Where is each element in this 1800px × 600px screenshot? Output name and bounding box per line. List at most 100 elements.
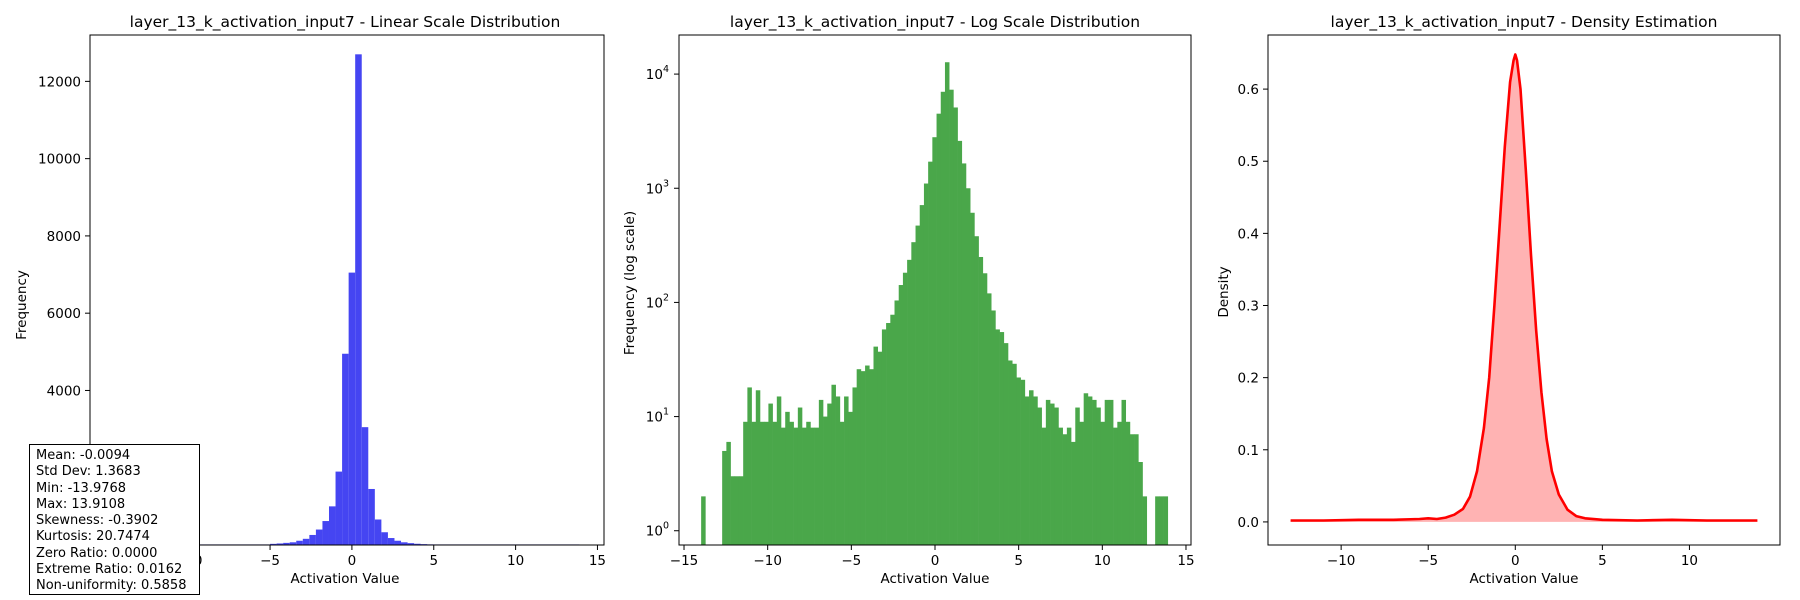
histogram-bar [368, 488, 375, 545]
x-tick-label: 5 [429, 553, 438, 569]
histogram-bar [1016, 377, 1021, 545]
y-tick-label: 0.1 [1238, 443, 1259, 459]
histogram-bar [401, 542, 408, 545]
x-tick-label: 15 [1177, 553, 1194, 569]
y-tick-label: 0.6 [1238, 82, 1259, 98]
density-ylabel: Density [1216, 266, 1232, 317]
histogram-bar [407, 543, 415, 545]
histogram-bar [1083, 393, 1089, 545]
y-tick-label: 12000 [38, 74, 81, 90]
histogram-bar [387, 538, 395, 545]
histogram-bar [1108, 399, 1114, 545]
histogram-bar [296, 540, 303, 545]
log-axes: −15 −10 −5 0 5 10 15 100 101 102 103 104 [646, 34, 1195, 569]
histogram-bar [374, 519, 382, 545]
x-tick-label: 0 [1511, 553, 1520, 569]
histogram-bar [1058, 427, 1063, 545]
x-tick-label: 10 [507, 553, 524, 569]
histogram-bar [1071, 441, 1076, 545]
histogram-bar [940, 91, 946, 545]
histogram-bar [381, 532, 388, 545]
histogram-bar [1104, 399, 1110, 545]
histogram-bar [865, 365, 870, 545]
log-ylabel: Frequency (log scale) [622, 211, 638, 355]
histogram-bar [852, 387, 857, 545]
histogram-bar [1087, 396, 1093, 545]
density-title: layer_13_k_activation_input7 - Density E… [1331, 13, 1718, 32]
histogram-bar [949, 89, 954, 546]
histogram-bar [776, 396, 782, 545]
histogram-bar [1050, 403, 1055, 545]
stat-std-dev: Std Dev: 1.3683 [36, 464, 141, 480]
stat-kurtosis: Kurtosis: 20.7474 [36, 529, 150, 545]
y-tick-label: 0.3 [1238, 299, 1259, 315]
histogram-bar [1020, 379, 1026, 545]
histogram-bar [1008, 360, 1013, 545]
histogram-bar [1054, 407, 1059, 545]
histogram-bar [414, 543, 421, 545]
histogram-bar [802, 427, 807, 545]
histogram-bar [355, 54, 362, 546]
stats-box: Mean: -0.0094 Std Dev: 1.3683 Min: -13.9… [29, 444, 200, 595]
histogram-bar [1092, 399, 1097, 545]
histogram-bar [982, 273, 988, 545]
histogram-bar [991, 310, 996, 545]
stat-non-uniformity: Non-uniformity: 0.5858 [36, 578, 187, 594]
histogram-bar [1159, 496, 1164, 545]
histogram-bar [276, 543, 284, 545]
log-title: layer_13_k_activation_input7 - Log Scale… [730, 13, 1140, 32]
histogram-bar [730, 476, 736, 545]
histogram-bar [961, 163, 967, 546]
histogram-bar [1012, 363, 1017, 545]
histogram-bar [322, 521, 329, 545]
y-tick-label: 0.2 [1238, 371, 1259, 387]
stat-skewness: Skewness: -0.3902 [36, 513, 159, 529]
histogram-bar [781, 427, 786, 545]
histogram-bar [877, 351, 883, 545]
y-tick-label: 10000 [38, 152, 81, 168]
histogram-bar [768, 403, 773, 545]
histogram-bar [907, 259, 912, 545]
histogram-bar [827, 403, 832, 545]
histogram-bar [1163, 496, 1169, 545]
histogram-bar [772, 421, 778, 545]
histogram-bar [1041, 427, 1047, 545]
histogram-bar [923, 183, 929, 545]
histogram-bar [970, 212, 975, 545]
linear-xlabel: Activation Value [291, 571, 400, 587]
histogram-bar [814, 427, 820, 545]
histogram-bar [1045, 399, 1051, 545]
histogram-bar [806, 421, 811, 545]
histogram-bar [823, 416, 828, 545]
x-tick-label: 10 [1681, 553, 1698, 569]
histogram-bar [722, 450, 727, 545]
histogram-bar [974, 236, 979, 545]
histogram-bar [999, 332, 1005, 545]
y-tick-label: 0.0 [1238, 515, 1259, 531]
histogram-bar [328, 506, 336, 545]
y-tick-label: 104 [646, 64, 669, 83]
histogram-bar [915, 225, 921, 545]
histogram-bar [394, 540, 402, 545]
histogram-bar [1033, 396, 1038, 545]
histogram-bar [759, 421, 765, 545]
panel-log: layer_13_k_activation_input7 - Log Scale… [622, 13, 1195, 587]
x-tick-label: −5 [1418, 553, 1438, 569]
panel-density: layer_13_k_activation_input7 - Density E… [1216, 13, 1781, 587]
axes-frame [89, 34, 605, 546]
histogram-bar [738, 476, 744, 545]
histogram-bar [894, 300, 900, 545]
histogram-bar [936, 113, 942, 546]
stat-min: Min: -13.9768 [36, 480, 127, 496]
histogram-bar [1029, 390, 1034, 545]
histogram-bar [1037, 407, 1042, 545]
histogram-bar [309, 534, 316, 545]
histogram-bar [932, 137, 937, 545]
histogram-bar [1142, 496, 1148, 545]
y-tick-label: 6000 [47, 306, 81, 322]
log-xlabel: Activation Value [881, 571, 990, 587]
histogram-bar [844, 396, 849, 545]
y-tick-label: 8000 [47, 229, 81, 245]
x-tick-label: 0 [931, 553, 940, 569]
x-tick-label: 10 [1094, 553, 1111, 569]
